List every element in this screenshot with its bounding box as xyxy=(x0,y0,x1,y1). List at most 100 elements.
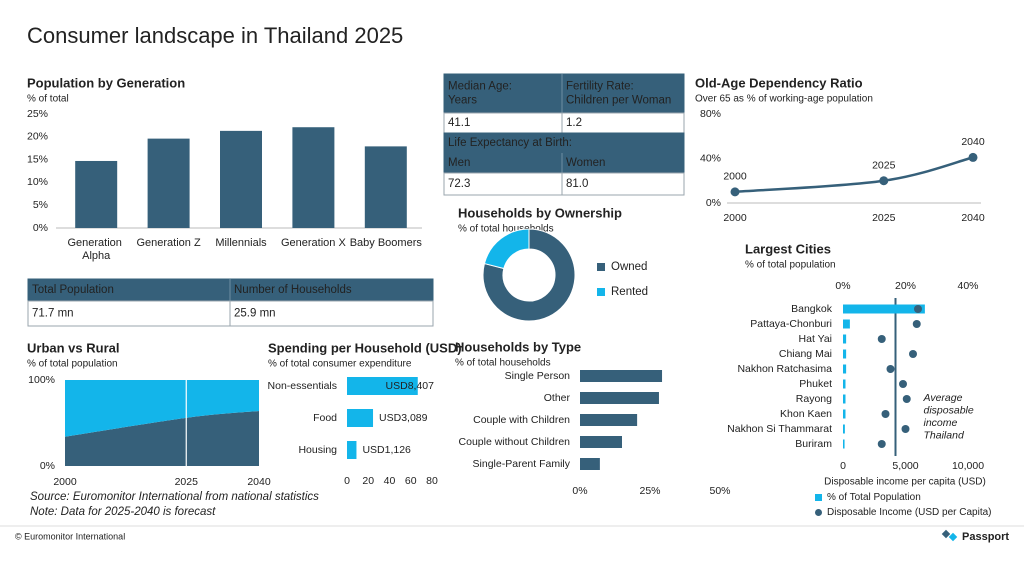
chart-subtitle: % of total households xyxy=(455,358,551,369)
text-line: Alpha xyxy=(82,250,111,262)
x-axis-title: Disposable income per capita (USD) xyxy=(824,477,986,488)
page-title: Consumer landscape in Thailand 2025 xyxy=(27,23,403,48)
copyright: © Euromonitor International xyxy=(15,531,125,541)
point-label: 2000 xyxy=(723,171,747,183)
category-label: Pattaya-Chonburi xyxy=(750,318,832,330)
y-tick-label: 100% xyxy=(28,374,55,386)
chart-subtitle: % of total population xyxy=(745,260,836,271)
category-label: Couple with Children xyxy=(473,414,570,426)
x-tick-label: 40 xyxy=(384,475,396,487)
y-tick-label: 10% xyxy=(27,176,48,188)
x-tick-label: 2025 xyxy=(872,212,896,224)
bar xyxy=(220,130,262,228)
bar xyxy=(843,424,845,434)
chart-title: Urban vs Rural xyxy=(27,340,119,355)
x-tick-label: 20% xyxy=(895,280,916,292)
table-cell-text: 71.7 mn xyxy=(32,308,74,320)
area xyxy=(65,410,259,466)
slice xyxy=(483,228,530,270)
x-tick-label: Generation X xyxy=(281,237,346,249)
point xyxy=(877,440,886,448)
bar xyxy=(843,349,847,359)
brand: Passport xyxy=(962,531,1009,543)
y-tick-label: 15% xyxy=(27,153,48,165)
bar xyxy=(843,304,925,314)
legend-label: Disposable Income (USD per Capita) xyxy=(827,507,992,518)
bar xyxy=(364,146,407,228)
x-tick-label: 25% xyxy=(639,485,660,497)
y-tick-label: 5% xyxy=(33,199,48,211)
y-tick-label: 40% xyxy=(700,152,721,164)
x-tick-label: Generation Alpha xyxy=(67,237,124,262)
point xyxy=(901,425,910,433)
x-tick-label: 20 xyxy=(362,475,374,487)
chart-subtitle: % of total households xyxy=(458,224,554,235)
y-tick-label: 80% xyxy=(700,108,721,120)
chart-title: Largest Cities xyxy=(745,241,831,256)
legend-swatch xyxy=(597,288,605,296)
bar xyxy=(843,439,845,449)
bar xyxy=(580,436,622,448)
x-tick-label: 60 xyxy=(405,475,417,487)
legend-label: % of Total Population xyxy=(827,492,921,503)
bar xyxy=(292,127,335,228)
area xyxy=(65,380,259,437)
bar xyxy=(580,392,659,404)
text-line: Fertility Rate: xyxy=(566,81,637,93)
slice xyxy=(482,228,576,322)
category-label: Single-Parent Family xyxy=(473,458,571,470)
y-tick-label: 20% xyxy=(27,131,48,143)
note: Note: Data for 2025-2040 is forecast xyxy=(30,506,216,518)
x-tick-label: 2040 xyxy=(247,476,271,488)
text-line: Thailand xyxy=(924,429,965,441)
point xyxy=(914,305,922,313)
x-tick-label: 2040 xyxy=(961,212,985,224)
bar xyxy=(347,377,418,395)
bar xyxy=(147,138,190,228)
bar xyxy=(347,409,374,427)
x-tick-label: 0% xyxy=(572,485,587,497)
chart-subtitle: % of total population xyxy=(27,359,118,370)
category-label: Rayong xyxy=(796,393,832,405)
category-label: Phuket xyxy=(799,378,832,390)
x-tick-label: 50% xyxy=(709,485,730,497)
text-line: disposable xyxy=(924,404,977,416)
category-label: Other xyxy=(544,392,571,404)
chart-title: Spending per Household (USD) xyxy=(268,340,462,355)
table-header-text: Women xyxy=(566,157,605,169)
bar xyxy=(843,319,850,329)
chart-subtitle: % of total consumer expenditure xyxy=(268,359,412,370)
source: Source: Euromonitor International from n… xyxy=(30,491,319,503)
brand-icon xyxy=(941,529,958,542)
y-tick-label: 0% xyxy=(706,197,721,209)
x2-tick-label: 5,000 xyxy=(892,460,918,472)
bar xyxy=(843,409,846,419)
category-label: Hat Yai xyxy=(799,333,832,345)
point-label: 2025 xyxy=(872,160,896,172)
text-line: Average xyxy=(923,392,966,404)
category-label: Khon Kaen xyxy=(780,408,832,420)
chart-subtitle: % of total xyxy=(27,94,69,105)
text-line: Years xyxy=(448,95,477,107)
x2-tick-label: 0 xyxy=(840,460,846,472)
text-line: income xyxy=(924,417,961,429)
x-tick-label: 0% xyxy=(835,280,850,292)
chart-title: Households by Ownership xyxy=(458,205,622,220)
x-tick-label: 2025 xyxy=(175,476,199,488)
point xyxy=(912,320,921,328)
x-tick-label: 2000 xyxy=(53,476,77,488)
x-tick-label: 80 xyxy=(426,475,438,487)
legend-swatch xyxy=(597,263,605,271)
point xyxy=(902,395,911,403)
brand-icon-part xyxy=(948,532,958,542)
table-header-text: Fertility Rate: Children per Woman xyxy=(566,81,671,107)
table-cell-text: 1.2 xyxy=(566,117,582,129)
table-header-text: Men xyxy=(448,157,470,169)
category-label: Chiang Mai xyxy=(779,348,832,360)
category-label: Buriram xyxy=(795,438,832,450)
table-cell-text: 72.3 xyxy=(448,178,470,190)
chart-title: Households by Type xyxy=(455,339,581,354)
point-label: 2040 xyxy=(961,136,985,148)
point xyxy=(877,335,886,343)
